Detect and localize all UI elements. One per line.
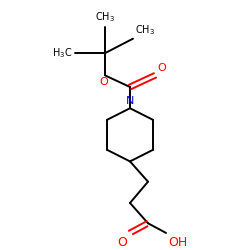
Text: O: O <box>100 77 108 87</box>
Text: OH: OH <box>168 236 187 249</box>
Text: O: O <box>117 236 127 249</box>
Text: H$_3$C: H$_3$C <box>52 46 72 60</box>
Text: N: N <box>126 96 134 106</box>
Text: CH$_3$: CH$_3$ <box>95 10 115 24</box>
Text: CH$_3$: CH$_3$ <box>135 23 155 37</box>
Text: O: O <box>157 64 166 74</box>
